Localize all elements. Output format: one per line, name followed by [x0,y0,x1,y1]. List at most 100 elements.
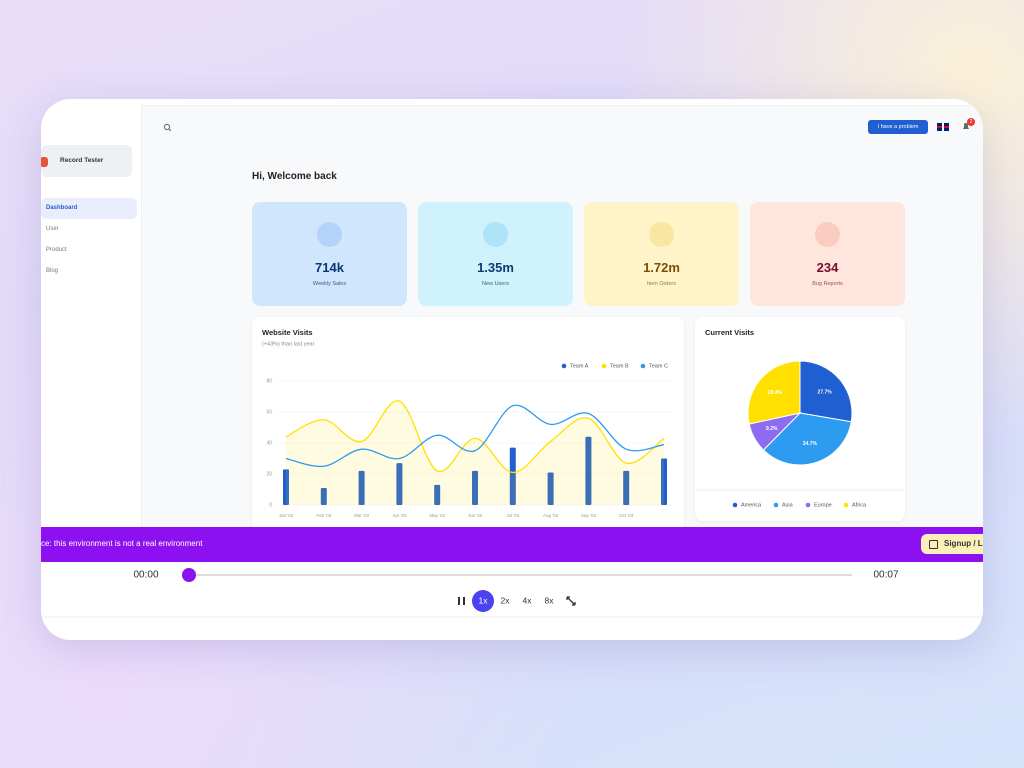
nav-item[interactable]: User [46,226,59,232]
speed[interactable]: 1x [479,595,489,605]
chart-title: Current Visits [705,328,754,337]
card-value: 714k [315,260,344,275]
speed[interactable]: 8x [545,595,555,605]
legend-label: Africa [852,502,867,508]
bar [320,487,327,505]
x-tick-label: Apr '03 [392,513,407,518]
card-label: New Users [482,281,509,287]
speed[interactable]: 4x [523,595,533,605]
stat-card: 1.72m Item Orders [584,202,739,306]
player: 00:00 00:07 1x 2x 4x 8x [41,562,983,640]
legend-swatch [843,502,849,508]
line [285,404,665,468]
legend-label: Team A [570,363,589,369]
card-value: 234 [816,260,839,275]
banner-text: ce: this environment is not a real envir… [41,539,203,548]
nav-item[interactable]: Product [46,247,67,253]
card-label: Weekly Sales [312,281,347,287]
flag[interactable] [937,123,949,131]
legend-label: Europe [814,502,832,508]
bar [585,436,592,505]
user-card [41,145,132,177]
x-tick-label: Jan '03 [279,513,294,518]
x-tick-label: Sep '03 [581,513,597,518]
slice-label: 28.4% [768,390,783,396]
notification-badge: 2 [967,118,975,126]
legend-swatch [640,363,646,369]
signup-icon [929,540,938,549]
legend-swatch [561,363,567,369]
x-tick-label: May '03 [429,513,445,518]
bar [472,470,478,505]
progress-knob[interactable] [182,568,196,582]
y-tick-label: 0 [269,502,272,508]
bar [661,458,667,505]
y-tick-label: 40 [266,440,272,446]
card-label: Item Orders [646,281,677,287]
x-tick-label: Mar '03 [354,513,369,518]
x-tick-label: Feb '03 [316,513,331,518]
bar [358,470,365,505]
nav-active [41,198,137,219]
y-tick-label: 60 [266,409,272,415]
legend-label: Team C [649,363,668,369]
search-icon[interactable] [163,123,172,132]
problem-button[interactable]: I have a problem [868,120,928,134]
y-tick-label: 80 [266,378,272,384]
stat-card: 234 Bug Reports [750,202,905,306]
banner [41,527,983,562]
bar [547,472,554,505]
bar [623,470,630,505]
app: Record Tester Dashboard User Product Blo… [41,99,983,640]
time-end: 00:07 [873,570,898,581]
bar [396,463,403,505]
card-icon [649,222,674,247]
card-icon [483,222,508,247]
legend-swatch [773,502,779,508]
x-tick-label: Jun '03 [468,513,483,518]
sidebar [41,105,142,562]
time-start: 00:00 [133,570,158,581]
card-label: Bug Reports [812,281,843,287]
charts: Website Visits (+43%) than last year Cur… [262,328,905,518]
bar [509,447,516,505]
legend-swatch [805,502,811,508]
slice-label: 27.7% [818,390,833,396]
signup-text[interactable]: Signup / L [944,539,983,548]
y-tick-label: 20 [266,471,272,477]
area-fill [286,400,664,505]
greeting: Hi, Welcome back [252,171,337,182]
pie-slice [799,360,853,423]
legend-label: America [741,502,762,508]
legend-label: Asia [782,502,794,508]
user-name: Record Tester [60,157,104,164]
stat-card: 714k Weekly Sales [252,202,407,306]
x-tick-label: Oct '03 [619,513,634,518]
card-icon [815,222,840,247]
card-icon [317,222,342,247]
speed[interactable]: 2x [501,595,511,605]
browser-frame: Record Tester Dashboard User Product Blo… [41,99,983,640]
legend-swatch [601,363,607,369]
slice-label: 9.2% [766,426,778,432]
fullscreen-button[interactable] [566,596,576,606]
bar [283,469,289,505]
pie-slice [762,412,852,466]
avatar [41,157,48,167]
x-tick-label: Jul '03 [506,513,519,518]
x-tick-label: Aug '03 [543,513,559,518]
legend-label: Team B [610,363,629,369]
speed-active[interactable] [472,590,494,612]
chart-subtitle: (+43%) than last year [262,341,315,347]
pause-button[interactable] [458,597,465,605]
bar [434,484,441,505]
card-value: 1.35m [477,260,514,275]
nav-item[interactable]: Blog [46,268,59,274]
legend-swatch [732,502,738,508]
slice-label: 34.7% [803,441,818,447]
chart-title: Website Visits [262,328,313,337]
nav-item[interactable]: Dashboard [46,205,78,211]
stat-card: 1.35m New Users [418,202,573,306]
signup-button[interactable] [921,534,983,554]
